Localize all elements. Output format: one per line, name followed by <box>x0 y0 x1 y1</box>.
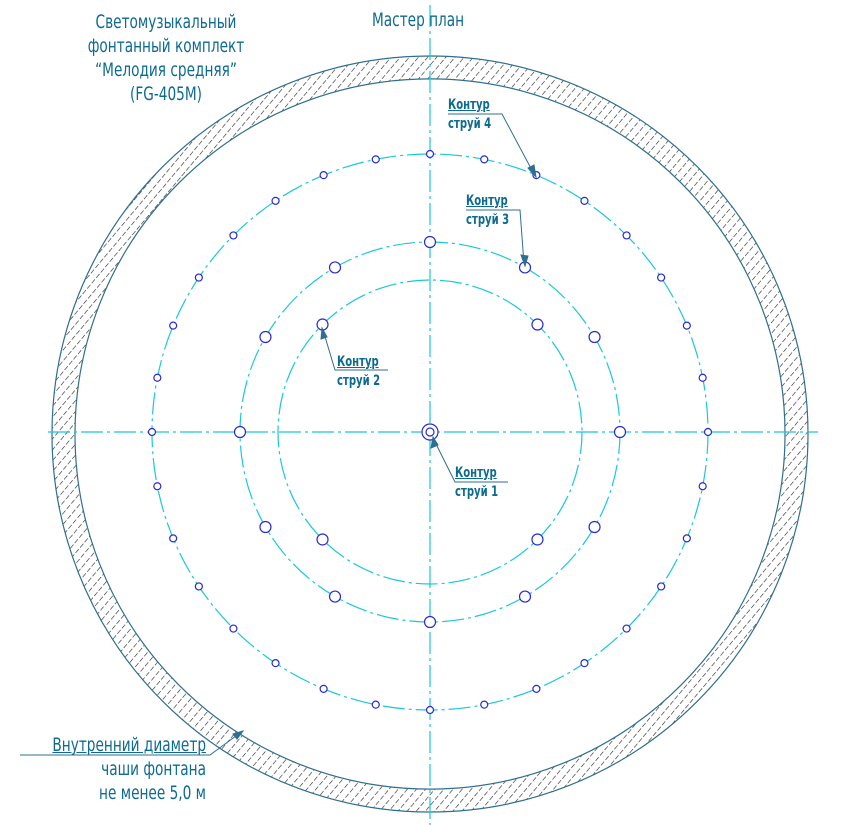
title-line: (FG-405M) <box>130 83 202 105</box>
nozzle-contour-3 <box>613 425 627 439</box>
nozzle-contour-4 <box>319 684 328 693</box>
nozzle-contour-3 <box>518 590 532 603</box>
nozzle-contour-4 <box>480 155 489 164</box>
nozzle-contour-4 <box>229 231 238 240</box>
nozzle-contour-4 <box>682 534 691 543</box>
nozzle-contour-4 <box>194 273 203 282</box>
nozzle-contour-4 <box>147 427 157 437</box>
label-line: струй 4 <box>448 116 492 132</box>
nozzle-contour-4 <box>153 482 162 491</box>
nozzle-contour-2 <box>316 533 329 546</box>
nozzle-contour-3 <box>423 615 437 629</box>
nozzle-contour-2 <box>531 318 544 331</box>
label-line: Контур <box>448 97 490 113</box>
bowl-diameter-note: Внутренний диаметр чаши фонтана не менее… <box>18 733 206 805</box>
nozzle-contour-1 <box>425 427 435 437</box>
nozzle-contour-4 <box>657 582 666 591</box>
nozzle-contour-4 <box>698 482 707 491</box>
leader-contour-1 <box>432 437 508 483</box>
nozzle-contour-4 <box>532 684 541 693</box>
label-line: струй 3 <box>466 212 510 228</box>
label-line: струй 2 <box>337 373 381 389</box>
bowl-wall-hatch <box>51 55 809 813</box>
leader-contour-4 <box>448 113 535 175</box>
contour-2-line <box>277 279 583 585</box>
leader-contour-3 <box>466 209 525 265</box>
nozzle-contour-4 <box>703 427 713 437</box>
label-line: Контур <box>337 354 379 370</box>
nozzle-contour-4 <box>425 705 435 715</box>
leader-bowl <box>20 732 241 756</box>
nozzle-contour-3 <box>328 261 342 274</box>
nozzle-contour-4 <box>271 659 280 668</box>
label-line: струй 1 <box>455 484 499 500</box>
nozzle-contour-3 <box>233 425 247 439</box>
title-line: Светомузыкальный <box>95 11 237 33</box>
label-contour-4: Контур струй 4 <box>448 96 491 134</box>
nozzle-contour-3 <box>588 330 601 344</box>
nozzle-contour-4 <box>169 321 178 330</box>
nozzle-contour-3 <box>588 520 601 534</box>
nozzle-contour-4 <box>425 149 435 159</box>
label-contour-2: Контур струй 2 <box>337 353 380 391</box>
nozzle-contour-3 <box>259 330 272 344</box>
nozzle-contour-3 <box>259 520 272 534</box>
nozzle-contour-4 <box>480 700 489 709</box>
nozzle-contour-4 <box>319 171 328 180</box>
nozzle-contour-4 <box>371 155 380 164</box>
title-line: “Мелодия средняя” <box>95 59 237 81</box>
nozzle-contour-4 <box>580 196 589 205</box>
nozzle-contour-3 <box>423 235 437 249</box>
nozzle-contour-3 <box>328 590 342 603</box>
nozzle-contour-4 <box>371 700 380 709</box>
leader-contour-2 <box>322 329 388 371</box>
label-line: Контур <box>455 465 497 481</box>
title-line: фонтанный комплект <box>87 35 245 57</box>
nozzle-contour-4 <box>169 534 178 543</box>
nozzle-contour-4 <box>622 231 631 240</box>
nozzle-contour-4 <box>682 321 691 330</box>
nozzle-contour-4 <box>229 624 238 633</box>
nozzle-contour-4 <box>271 196 280 205</box>
note-line: чаши фонтана <box>101 758 206 780</box>
note-line: Внутренний диаметр <box>52 734 206 756</box>
note-line: не менее 5,0 м <box>99 782 206 804</box>
nozzle-contour-4 <box>153 373 162 382</box>
nozzle-contour-4 <box>580 659 589 668</box>
nozzle-contour-4 <box>194 582 203 591</box>
nozzle-contour-4 <box>622 624 631 633</box>
label-line: Контур <box>466 193 508 209</box>
label-contour-3: Контур струй 3 <box>466 192 509 230</box>
label-contour-1: Контур струй 1 <box>455 464 498 502</box>
nozzle-contour-4 <box>698 373 707 382</box>
nozzle-contour-2 <box>531 533 544 546</box>
plan-title: Мастер план <box>372 9 465 31</box>
fountain-title: Светомузыкальный фонтанный комплект “Мел… <box>78 10 254 106</box>
nozzle-contour-4 <box>657 273 666 282</box>
